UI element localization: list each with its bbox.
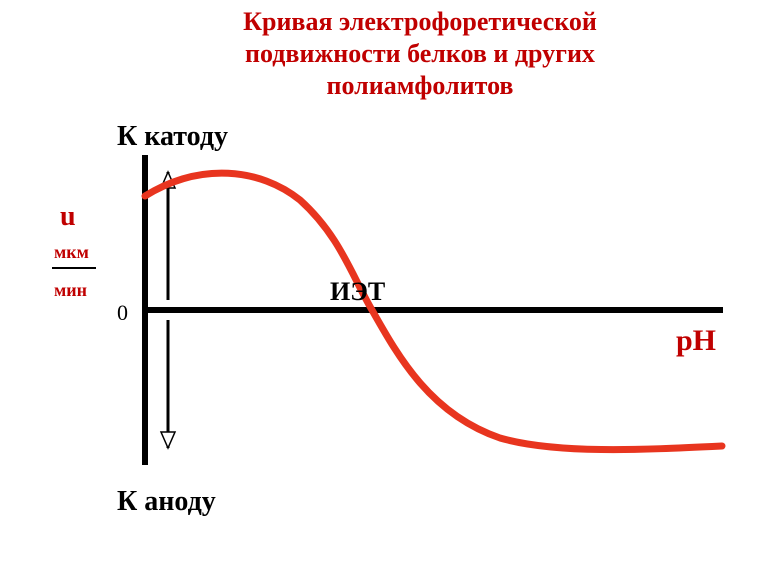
label-unit-top: мкм <box>54 242 89 262</box>
label-iet: ИЭТ <box>330 277 385 306</box>
chart-title-line: подвижности белков и других <box>245 39 595 68</box>
label-u: u <box>60 201 76 232</box>
label-cathode: К катоду <box>117 121 228 152</box>
label-zero: 0 <box>117 300 128 325</box>
chart-title-line: полиамфолитов <box>327 71 514 100</box>
chart-title-line: Кривая электрофоретической <box>243 7 597 36</box>
label-anode: К аноду <box>117 486 216 517</box>
label-ph: pH <box>676 324 716 357</box>
label-unit-bottom: мин <box>54 280 87 300</box>
arrow-down-head <box>161 432 175 448</box>
